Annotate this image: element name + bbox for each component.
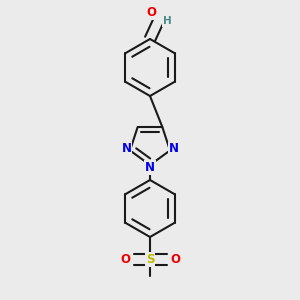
Text: N: N [169,142,178,155]
Text: N: N [122,142,131,155]
Text: H: H [163,16,172,26]
Text: N: N [145,161,155,174]
Text: S: S [146,253,154,266]
Text: O: O [146,6,157,20]
Text: O: O [170,253,180,266]
Text: O: O [120,253,130,266]
